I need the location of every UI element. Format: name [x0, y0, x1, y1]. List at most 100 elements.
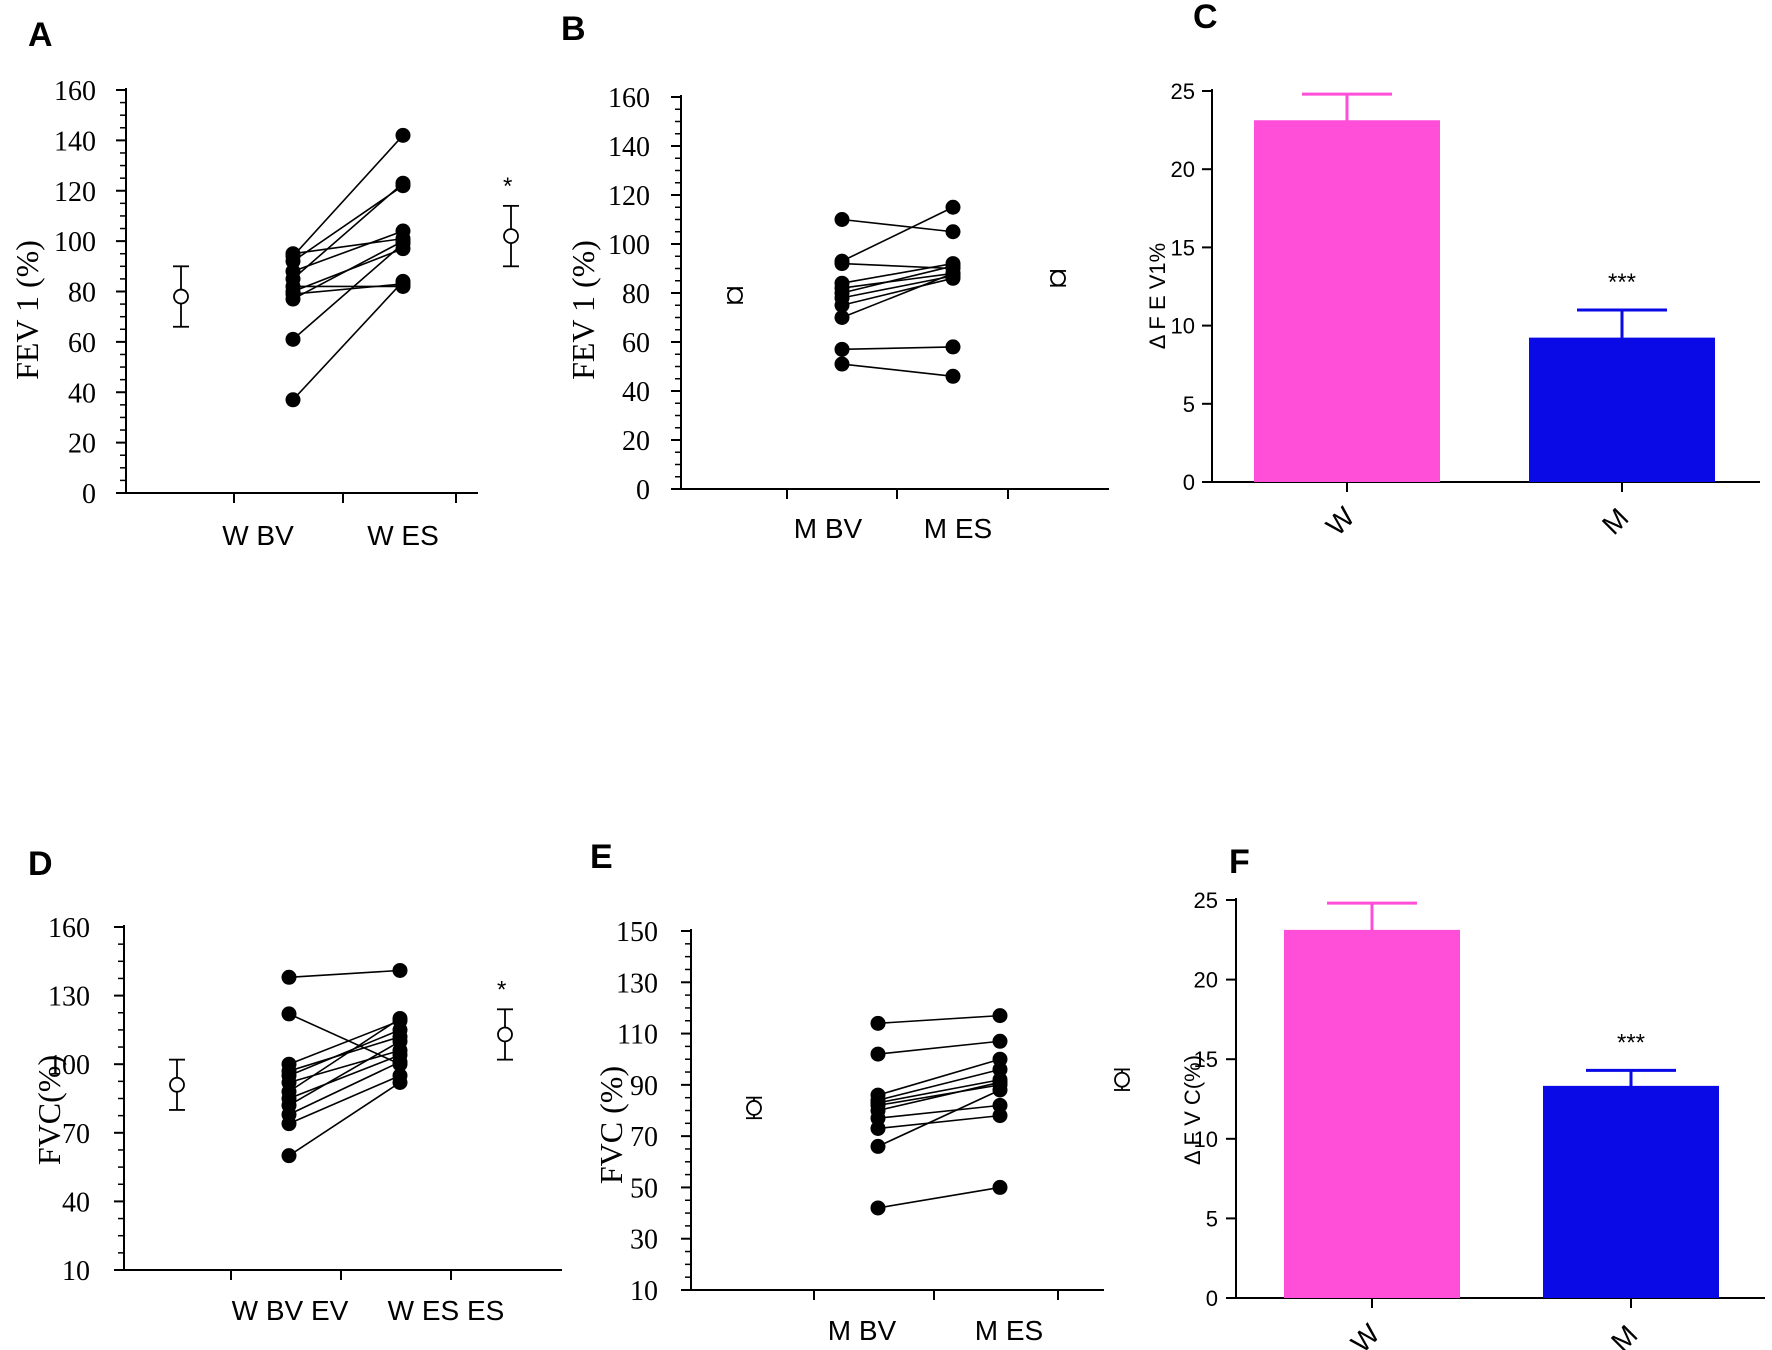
panel-label: F [1229, 843, 1250, 881]
y-tick-label: 130 [616, 968, 658, 999]
y-tick-label: 100 [48, 1050, 90, 1081]
paired-line [877, 1068, 1001, 1102]
y-tick-label: 40 [68, 378, 96, 409]
paired-line [292, 237, 404, 255]
paired-line [292, 283, 404, 295]
y-tick-label: 40 [622, 377, 650, 408]
paired-line [841, 272, 954, 289]
data-point [395, 127, 411, 143]
y-tick-label: 130 [48, 982, 90, 1013]
paired-line [292, 243, 404, 340]
y-tick-label: 80 [622, 279, 650, 310]
data-point [992, 1097, 1008, 1113]
y-tick-label: 20 [1194, 968, 1218, 993]
y-tick-label: 15 [1171, 235, 1195, 260]
data-point [992, 1008, 1008, 1024]
x-category-label: M [1605, 1319, 1643, 1350]
significance-marker: * [497, 976, 506, 1003]
panel-label: D [28, 845, 53, 883]
y-tick-label: 30 [630, 1225, 658, 1256]
paired-line [288, 1035, 401, 1072]
data-point [992, 1082, 1008, 1098]
y-axis-label: FVC(%) [31, 1055, 67, 1165]
y-tick-label: 50 [630, 1173, 658, 1204]
y-tick-label: 40 [62, 1187, 90, 1218]
mean-marker [169, 1076, 185, 1093]
paired-line [288, 969, 401, 979]
y-tick-label: 100 [608, 230, 650, 261]
paired-line [288, 1013, 401, 1065]
paired-line [841, 262, 954, 284]
significance-marker: * [503, 173, 512, 200]
data-point [834, 212, 850, 227]
y-axis-label: Δ F E V1% [1145, 243, 1170, 349]
x-category-label: W [1320, 501, 1361, 542]
paired-line [841, 206, 954, 262]
y-tick-label: 5 [1206, 1206, 1218, 1231]
data-point [392, 1054, 408, 1070]
mean-marker [173, 288, 189, 305]
x-category-label: M ES [975, 1315, 1043, 1346]
paired-line [292, 230, 404, 273]
panel-a: A 0 20 40 60 80 100 120 140 160 FEV 1 (%) W BV W ES * [9, 16, 519, 551]
data-point [870, 1046, 886, 1062]
paired-line [841, 277, 954, 307]
paired-line [841, 346, 954, 351]
data-point [281, 1006, 297, 1022]
y-axis-label: FVC (%) [593, 1066, 629, 1184]
paired-line [288, 1061, 401, 1116]
paired-line [841, 275, 954, 299]
y-tick-label: 10 [630, 1276, 658, 1307]
panel-f: F 0 5 10 15 20 25 Δ F V C(%) W M *** [1180, 843, 1765, 1350]
y-tick-label: 10 [1171, 314, 1195, 339]
x-category-label: W [1345, 1318, 1386, 1350]
data-point [870, 1138, 886, 1154]
y-tick-label: 0 [1183, 470, 1195, 495]
y-tick-label: 20 [68, 429, 96, 460]
paired-line [288, 1017, 401, 1093]
mean-marker [497, 1026, 513, 1043]
y-tick-label: 100 [54, 227, 96, 258]
paired-line [877, 1089, 1001, 1148]
data-point [945, 339, 961, 355]
y-axis-label: FEV 1 (%) [9, 240, 45, 380]
data-point [395, 175, 411, 191]
panel-e: E 10 30 50 70 90 110 130 150 FVC (%) M BV M ES [590, 838, 1130, 1346]
paired-line [877, 1040, 1001, 1055]
data-point [395, 236, 411, 252]
data-point [992, 1108, 1008, 1124]
data-point [870, 1120, 886, 1136]
paired-line [841, 262, 954, 270]
y-tick-label: 150 [616, 917, 658, 948]
y-tick-label: 5 [1183, 392, 1195, 417]
paired-line [877, 1114, 1001, 1130]
data-point [281, 969, 297, 985]
data-point [392, 1033, 408, 1049]
data-point [834, 341, 850, 357]
panel-b: B 0 20 40 60 80 100 120 140 160 FEV 1 (%) M BV M ES [561, 10, 1109, 544]
paired-line [292, 134, 404, 257]
paired-line [292, 240, 404, 300]
x-category-label: W ES ES [388, 1295, 505, 1326]
bar [1284, 931, 1460, 1298]
data-point [392, 1010, 408, 1026]
data-point [870, 1015, 886, 1031]
mean-marker [503, 228, 519, 244]
x-category-label: M ES [924, 513, 992, 544]
panel-c: C 0 5 10 15 20 25 Δ F E V1% W M *** [1145, 0, 1760, 542]
data-point [992, 1061, 1008, 1077]
y-tick-label: 120 [54, 177, 96, 208]
panel-label: E [590, 838, 613, 876]
y-tick-label: 140 [54, 126, 96, 157]
data-point [992, 1033, 1008, 1049]
paired-line [841, 218, 954, 233]
y-tick-label: 160 [608, 83, 650, 114]
y-tick-label: 120 [608, 181, 650, 212]
paired-line [877, 1081, 1001, 1112]
mean-marker [1114, 1071, 1130, 1088]
data-point [285, 291, 301, 307]
panel-d: D 10 40 70 100 130 160 FVC(%) W BV EV W ES ES * [28, 845, 562, 1326]
y-tick-label: 70 [62, 1119, 90, 1150]
paired-line [841, 363, 954, 378]
